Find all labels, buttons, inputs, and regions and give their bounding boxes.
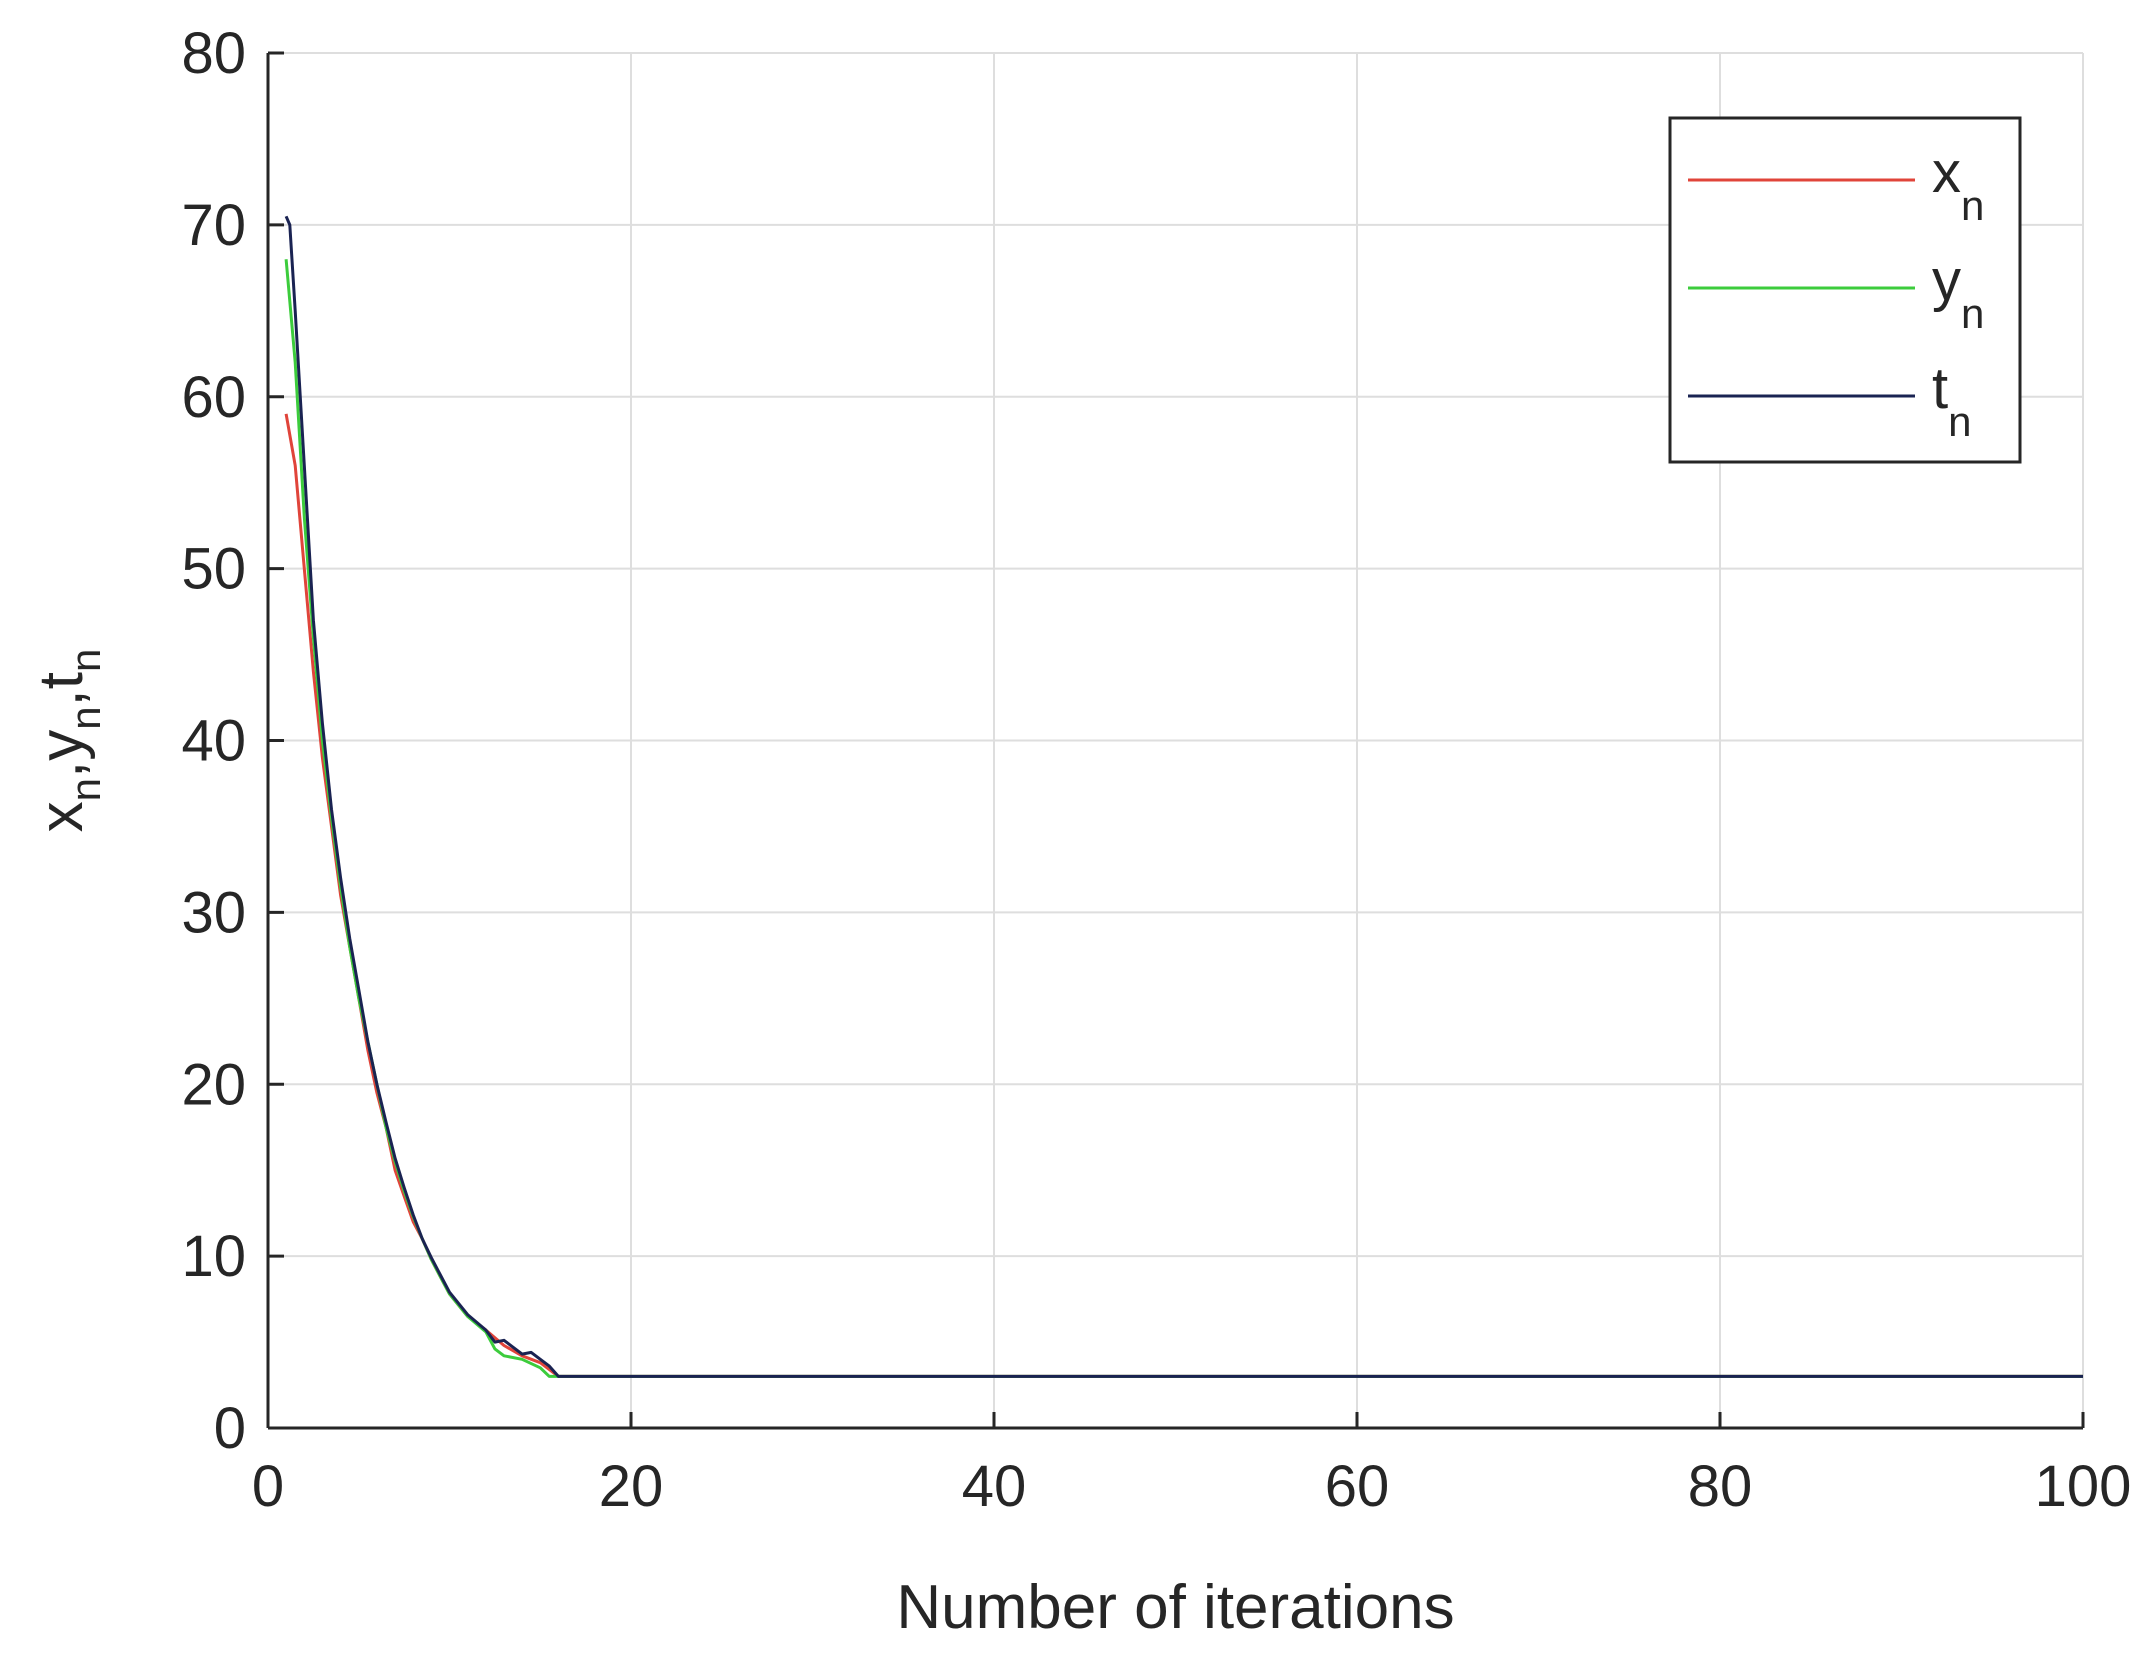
y-tick-label: 80 — [181, 21, 246, 86]
y-label-sub: n — [62, 778, 109, 801]
x-tick-label: 40 — [962, 1454, 1027, 1519]
x-tick-label: 80 — [1688, 1454, 1753, 1519]
x-tick-label: 20 — [599, 1454, 664, 1519]
grid — [268, 52, 2084, 1428]
legend-label-x: xn — [1932, 140, 1984, 229]
legend: xn yn tn — [1668, 116, 2022, 464]
series-line-t — [284, 215, 2083, 1378]
y-label-sub: n — [62, 706, 109, 729]
y-label-sep: , — [27, 689, 96, 706]
legend-box — [1668, 116, 2022, 464]
y-label-main: t — [27, 672, 96, 689]
y-tick-label: 30 — [181, 880, 246, 945]
y-tick-label: 40 — [181, 709, 246, 774]
axes — [266, 51, 2085, 1430]
legend-label-y: yn — [1932, 248, 1984, 337]
y-tick-label: 50 — [181, 537, 246, 602]
y-tick-label: 0 — [214, 1396, 246, 1461]
x-tick-label: 100 — [2035, 1454, 2132, 1519]
y-label-sub: n — [62, 649, 109, 672]
y-tick-label: 60 — [181, 365, 246, 430]
legend-label-t: tn — [1932, 356, 1971, 445]
series-line-x — [284, 413, 2083, 1378]
series-lines — [284, 215, 2083, 1378]
y-axis-label: xn,yn,tn — [27, 649, 109, 833]
tick-labels: 0 20 40 60 80 100 0 10 20 30 40 50 60 70 80 — [181, 21, 2131, 1519]
y-label-sep: , — [27, 761, 96, 778]
y-tick-label: 70 — [181, 193, 246, 258]
x-tick-label: 0 — [252, 1454, 284, 1519]
y-tick-label: 20 — [181, 1052, 246, 1117]
x-axis-label: Number of iterations — [896, 1573, 1454, 1642]
y-label-main: x — [27, 801, 96, 832]
x-tick-label: 60 — [1325, 1454, 1390, 1519]
y-tick-label: 10 — [181, 1224, 246, 1289]
y-label-main: y — [27, 730, 96, 761]
